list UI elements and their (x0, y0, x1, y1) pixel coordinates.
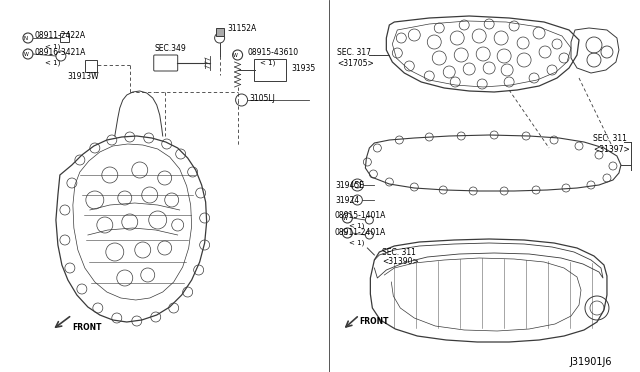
Text: 08916-3421A: 08916-3421A (35, 48, 86, 57)
Text: <31705>: <31705> (337, 58, 374, 67)
Text: < 1): < 1) (260, 60, 275, 66)
Text: 31924: 31924 (335, 196, 360, 205)
Text: 08915-1401A: 08915-1401A (335, 211, 386, 219)
Text: < 1): < 1) (349, 223, 365, 229)
Text: SEC.349: SEC.349 (155, 44, 186, 52)
Text: FRONT: FRONT (360, 317, 389, 327)
Text: J31901J6: J31901J6 (569, 357, 612, 367)
Text: <31397>: <31397> (593, 144, 630, 154)
FancyBboxPatch shape (60, 33, 69, 42)
Text: < 1): < 1) (45, 60, 60, 66)
Text: N: N (24, 35, 28, 41)
FancyBboxPatch shape (253, 59, 285, 81)
Text: 31945E: 31945E (335, 180, 364, 189)
Text: 08911-2401A: 08911-2401A (335, 228, 386, 237)
Text: FRONT: FRONT (72, 324, 101, 333)
Text: < 1): < 1) (349, 240, 365, 246)
Text: W: W (24, 51, 28, 57)
Text: 31152A: 31152A (228, 23, 257, 32)
Text: <31390>: <31390> (382, 257, 419, 266)
Text: SEC. 311: SEC. 311 (593, 134, 627, 142)
Text: 31935: 31935 (291, 64, 316, 73)
Text: W: W (233, 52, 238, 58)
FancyBboxPatch shape (216, 28, 223, 36)
FancyBboxPatch shape (154, 55, 178, 71)
FancyBboxPatch shape (85, 60, 97, 72)
Text: < 1): < 1) (45, 44, 60, 50)
Text: SEC. 317: SEC. 317 (337, 48, 371, 57)
Text: W: W (343, 215, 348, 221)
Text: SEC. 311: SEC. 311 (382, 247, 416, 257)
Text: 31913W: 31913W (68, 71, 99, 80)
Text: 08911-2422A: 08911-2422A (35, 31, 86, 39)
Text: 3105LJ: 3105LJ (250, 93, 275, 103)
Text: 08915-43610: 08915-43610 (248, 48, 299, 57)
Text: N: N (344, 231, 348, 235)
